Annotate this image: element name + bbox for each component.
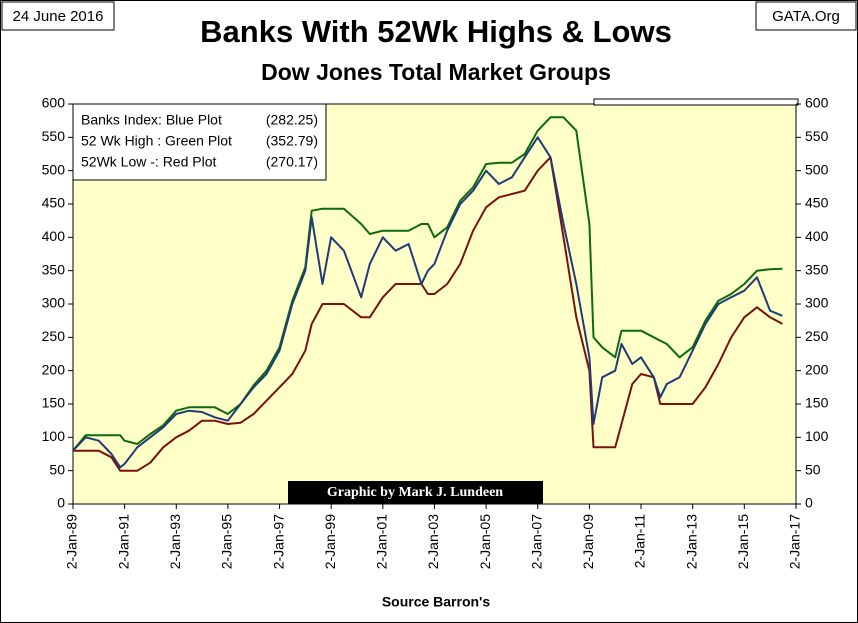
y2-tick-label: 200 [805, 361, 829, 377]
series-line [72, 116, 783, 452]
y-tick-label: 150 [42, 395, 66, 411]
x-tick-label: 2-Jan-09 [580, 514, 596, 569]
y-tick-label: 50 [49, 461, 65, 477]
series-line [72, 136, 783, 469]
date-box [1, 1, 115, 31]
x-tick-label: 2-Jan-07 [528, 514, 544, 569]
source-site: GATA.Org [772, 8, 840, 25]
y2-tick-label: 0 [805, 495, 813, 511]
x-tick-label: 2-Jan-17 [787, 514, 803, 569]
credit: Graphic by Mark J. Lundeen [327, 485, 503, 500]
x-tick-label: 2-Jan-15 [735, 514, 751, 569]
y-tick-label: 350 [42, 261, 66, 277]
corner-box [593, 98, 799, 106]
x-tick-label: 2-Jan-13 [683, 514, 699, 569]
legend-value: (352.79) [266, 133, 318, 149]
x-tick-label: 2-Jan-11 [632, 514, 648, 568]
x-tick-label: 2-Jan-89 [64, 514, 80, 569]
legend-value: (282.25) [266, 112, 318, 128]
legend-label: 52Wk Low -: Red Plot [81, 154, 216, 170]
y2-tick-label: 250 [805, 328, 829, 344]
y2-tick-label: 100 [805, 428, 829, 444]
credit-box [288, 481, 543, 504]
y-tick-label: 0 [57, 495, 65, 511]
x-tick-label: 2-Jan-05 [477, 514, 493, 569]
y-tick-label: 450 [42, 195, 66, 211]
source-box [755, 1, 857, 31]
y2-tick-label: 350 [805, 261, 829, 277]
x-tick-label: 2-Jan-93 [167, 514, 183, 569]
y-tick-label: 300 [42, 295, 66, 311]
series-line [72, 156, 783, 472]
legend-label: 52 Wk High : Green Plot [81, 133, 232, 149]
legend-value: (270.17) [266, 154, 318, 170]
legend-box [72, 103, 327, 181]
y2-tick-label: 450 [805, 195, 829, 211]
legend-label: Banks Index: Blue Plot [81, 112, 222, 128]
x-tick-label: 2-Jan-97 [270, 514, 286, 569]
y2-tick-label: 400 [805, 228, 829, 244]
chart-title: Banks With 52Wk Highs & Lows [200, 14, 672, 49]
y2-tick-label: 550 [805, 128, 829, 144]
y2-tick-label: 150 [805, 395, 829, 411]
date-label: 24 June 2016 [13, 8, 104, 25]
y-tick-label: 100 [42, 428, 66, 444]
y-tick-label: 550 [42, 128, 66, 144]
y2-tick-label: 600 [805, 95, 829, 111]
x-axis-label: Source Barron's [382, 594, 491, 610]
y-tick-label: 600 [42, 95, 66, 111]
y2-tick-label: 500 [805, 161, 829, 177]
y2-tick-label: 50 [805, 461, 821, 477]
x-tick-label: 2-Jan-01 [374, 514, 390, 569]
y2-tick-label: 300 [805, 295, 829, 311]
x-tick-label: 2-Jan-91 [115, 514, 131, 569]
y-tick-label: 250 [42, 328, 66, 344]
x-tick-label: 2-Jan-95 [219, 514, 235, 569]
y-tick-label: 500 [42, 161, 66, 177]
y-tick-label: 400 [42, 228, 66, 244]
x-tick-label: 2-Jan-99 [322, 514, 338, 569]
y-tick-label: 200 [42, 361, 66, 377]
x-tick-label: 2-Jan-03 [425, 514, 441, 569]
chart-subtitle: Dow Jones Total Market Groups [261, 59, 611, 85]
